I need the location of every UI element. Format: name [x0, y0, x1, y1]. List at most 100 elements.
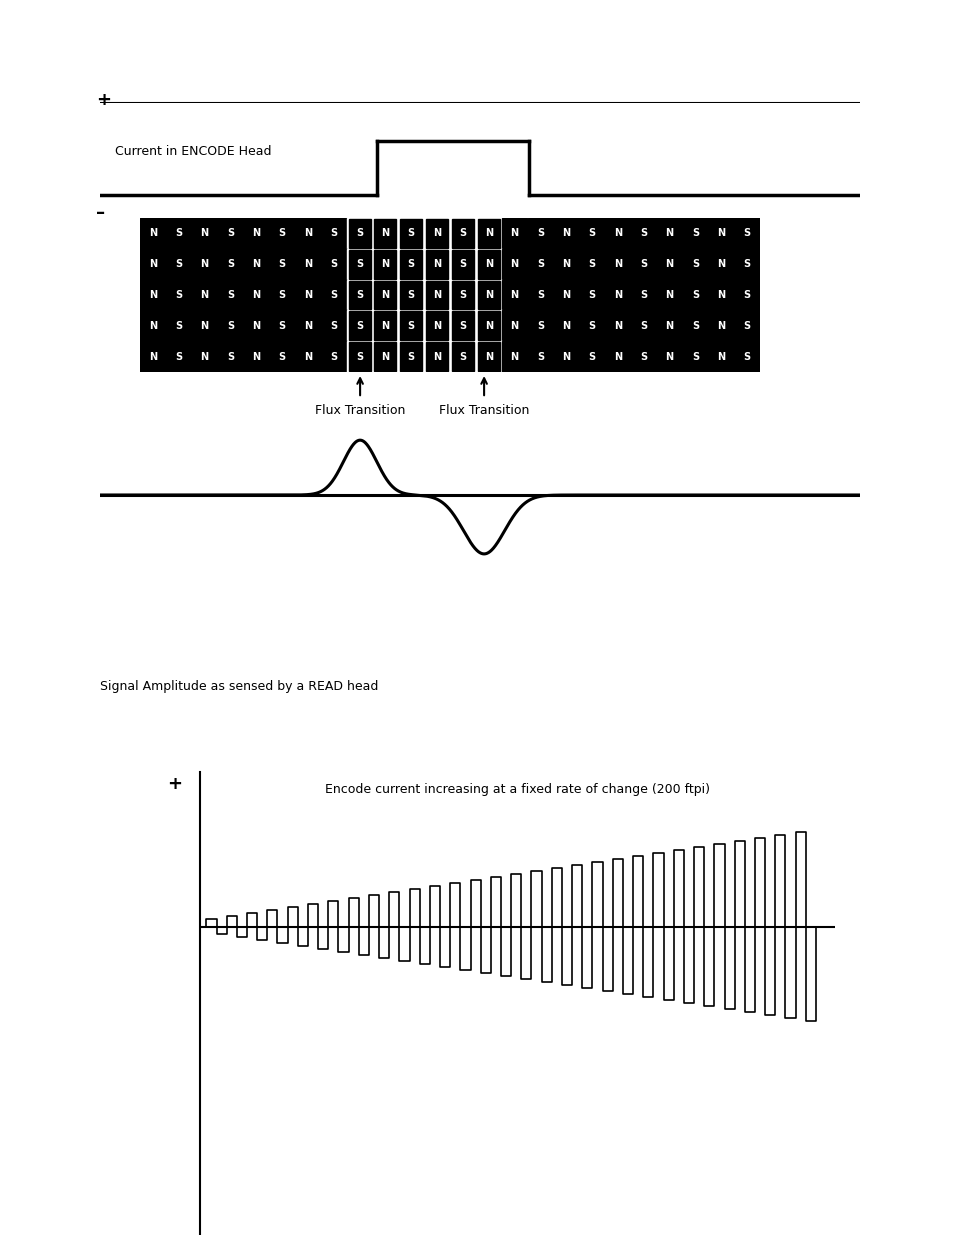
- Bar: [346, 341, 372, 372]
- Text: S: S: [691, 290, 699, 300]
- Bar: [452, 219, 474, 248]
- Bar: [656, 219, 681, 248]
- Bar: [374, 280, 396, 310]
- Bar: [501, 279, 527, 310]
- Text: Current in ENCODE Head: Current in ENCODE Head: [115, 144, 272, 158]
- Bar: [553, 219, 578, 248]
- Bar: [424, 341, 450, 372]
- Bar: [294, 279, 320, 310]
- Bar: [476, 248, 501, 279]
- Bar: [424, 248, 450, 279]
- Bar: [604, 219, 630, 248]
- Text: N: N: [149, 259, 157, 269]
- Bar: [269, 248, 294, 279]
- Text: N: N: [252, 228, 260, 238]
- Text: S: S: [407, 228, 415, 238]
- Bar: [553, 248, 578, 279]
- Bar: [630, 219, 656, 248]
- Bar: [374, 249, 396, 279]
- Text: S: S: [537, 321, 543, 331]
- Text: S: S: [355, 290, 363, 300]
- Text: S: S: [742, 290, 750, 300]
- Text: S: S: [588, 259, 595, 269]
- Text: Flux Transition: Flux Transition: [314, 404, 405, 417]
- Text: S: S: [639, 290, 647, 300]
- Bar: [374, 219, 396, 248]
- Bar: [553, 310, 578, 341]
- Text: N: N: [252, 321, 260, 331]
- Text: S: S: [459, 228, 466, 238]
- Bar: [399, 342, 422, 370]
- Text: N: N: [717, 259, 724, 269]
- Bar: [681, 279, 707, 310]
- Text: N: N: [149, 228, 157, 238]
- Text: N: N: [510, 352, 518, 362]
- Bar: [243, 248, 269, 279]
- Text: N: N: [717, 352, 724, 362]
- Bar: [450, 341, 476, 372]
- Bar: [426, 219, 448, 248]
- Bar: [192, 341, 217, 372]
- Text: +: +: [96, 90, 112, 109]
- Bar: [578, 279, 604, 310]
- Text: S: S: [639, 228, 647, 238]
- Text: S: S: [278, 228, 285, 238]
- Bar: [140, 219, 166, 248]
- Text: S: S: [691, 321, 699, 331]
- Bar: [348, 280, 371, 310]
- Bar: [294, 341, 320, 372]
- Text: N: N: [665, 321, 673, 331]
- Text: S: S: [742, 228, 750, 238]
- Text: N: N: [665, 228, 673, 238]
- Text: S: S: [537, 290, 543, 300]
- Bar: [501, 219, 527, 248]
- Bar: [681, 341, 707, 372]
- Text: N: N: [433, 290, 440, 300]
- Text: S: S: [175, 321, 182, 331]
- Text: S: S: [278, 352, 285, 362]
- Bar: [450, 219, 476, 248]
- Bar: [452, 342, 474, 370]
- Bar: [734, 341, 760, 372]
- Text: +: +: [167, 776, 182, 793]
- Bar: [320, 310, 346, 341]
- Text: N: N: [510, 259, 518, 269]
- Bar: [501, 248, 527, 279]
- Text: N: N: [433, 321, 440, 331]
- Bar: [681, 248, 707, 279]
- Bar: [426, 342, 448, 370]
- Bar: [140, 341, 166, 372]
- Text: S: S: [742, 352, 750, 362]
- Text: N: N: [510, 228, 518, 238]
- Bar: [656, 279, 681, 310]
- Text: S: S: [459, 290, 466, 300]
- Bar: [399, 311, 422, 341]
- Text: S: S: [407, 321, 415, 331]
- Text: S: S: [588, 321, 595, 331]
- Bar: [527, 341, 553, 372]
- Bar: [527, 310, 553, 341]
- Text: N: N: [252, 352, 260, 362]
- Text: –: –: [96, 204, 105, 222]
- Text: S: S: [278, 290, 285, 300]
- Bar: [630, 248, 656, 279]
- Text: N: N: [200, 352, 209, 362]
- Bar: [243, 279, 269, 310]
- Bar: [398, 341, 424, 372]
- Text: N: N: [433, 259, 440, 269]
- Text: S: S: [355, 352, 363, 362]
- Text: S: S: [355, 259, 363, 269]
- Text: N: N: [149, 321, 157, 331]
- Bar: [476, 341, 501, 372]
- Text: S: S: [330, 259, 337, 269]
- Bar: [166, 248, 192, 279]
- Bar: [398, 279, 424, 310]
- Bar: [501, 341, 527, 372]
- Bar: [294, 310, 320, 341]
- Bar: [604, 279, 630, 310]
- Text: S: S: [639, 321, 647, 331]
- Text: N: N: [433, 228, 440, 238]
- Bar: [348, 342, 371, 370]
- Bar: [707, 310, 734, 341]
- Text: N: N: [665, 259, 673, 269]
